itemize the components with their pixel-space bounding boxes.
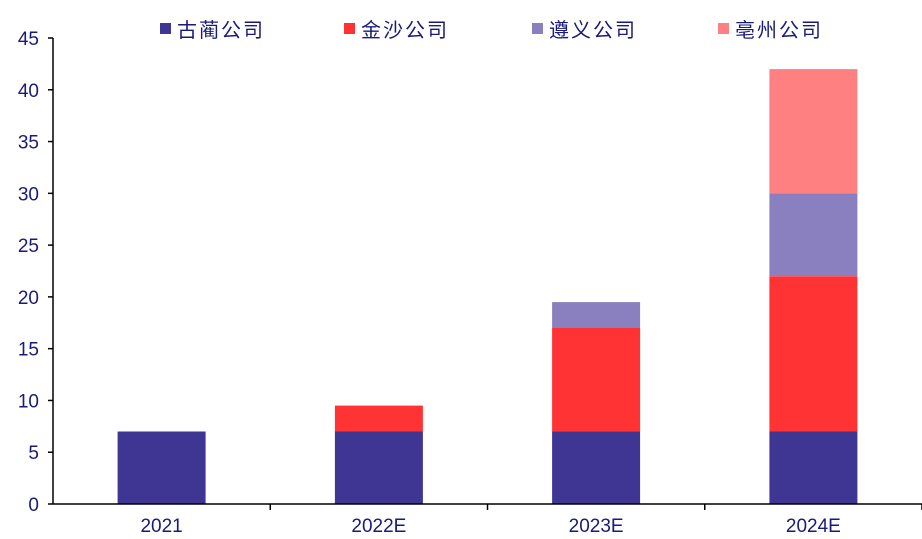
legend-item-zunyi: 遵义公司 [532,14,637,42]
y-tick-label: 15 [18,340,39,361]
y-tick-label: 5 [28,443,39,464]
axes-group: 0 5 10 15 20 25 30 35 40 45 2021 2022E 2023E 2024E [18,29,922,537]
bar-segment [334,405,423,432]
legend-swatch [160,22,171,34]
legend: 古蔺公司 金沙公司 遵义公司 亳州公司 [0,14,922,42]
y-tick-label: 0 [28,495,39,516]
bar-segment [769,431,858,504]
y-tick-label: 25 [18,236,39,257]
legend-swatch [532,22,543,34]
x-tick-label: 2022E [351,516,406,537]
legend-swatch [344,22,355,34]
y-tick-label: 40 [18,81,39,102]
bar-segment [334,431,423,504]
y-tick-label: 30 [18,184,39,205]
bar-segment [117,431,206,504]
y-tick-label: 10 [18,391,39,412]
bars-group [117,69,858,504]
bar-segment [769,193,858,277]
legend-label: 遵义公司 [549,17,637,42]
legend-swatch [718,22,729,34]
legend-item-jinsha: 金沙公司 [344,14,449,42]
bar-segment [769,69,858,194]
x-tick-label: 2021 [140,516,182,537]
legend-item-gulin: 古蔺公司 [160,14,265,42]
legend-label: 金沙公司 [361,17,449,42]
legend-label: 古蔺公司 [177,17,265,42]
y-tick-label: 45 [18,29,39,50]
legend-item-bozhou: 亳州公司 [718,14,823,42]
y-tick-label: 20 [18,288,39,309]
x-tick-label: 2024E [786,516,841,537]
bar-segment [552,431,641,504]
x-tick-label: 2023E [569,516,624,537]
bar-segment [552,328,641,432]
bar-segment [769,276,858,432]
legend-label: 亳州公司 [735,17,823,42]
bar-segment [552,302,641,328]
y-tick-label: 35 [18,133,39,154]
